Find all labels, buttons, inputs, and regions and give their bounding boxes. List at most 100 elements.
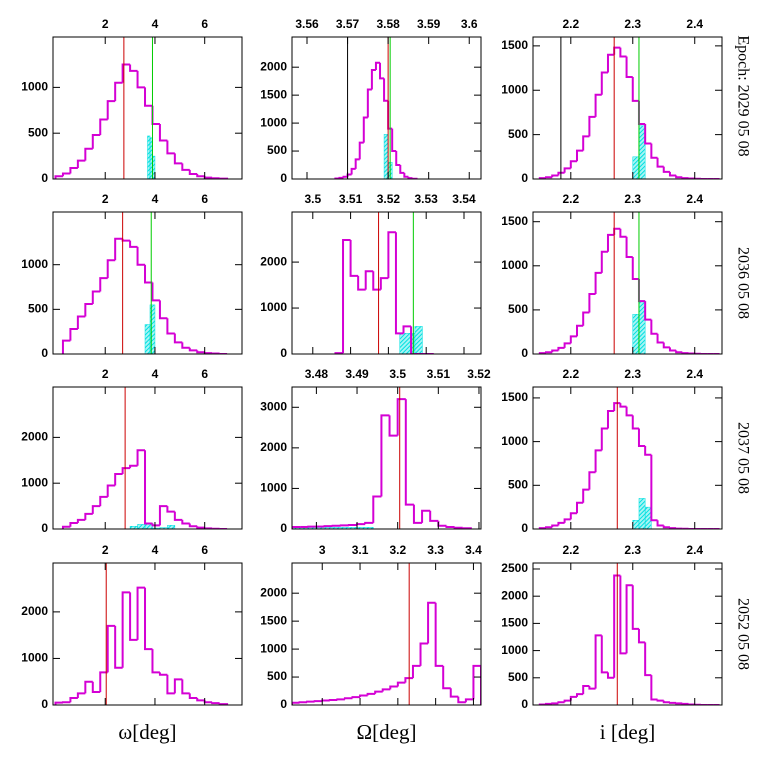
histogram-bin: [575, 693, 584, 697]
histogram-bin: [54, 175, 63, 179]
plot-frame: [291, 211, 482, 355]
histogram-bin: [668, 171, 677, 177]
plot-area: [538, 563, 720, 705]
y-tick-label: 1500: [260, 613, 287, 627]
histogram-bin: [298, 701, 308, 704]
histogram-bin: [402, 325, 412, 334]
overlay-bar: [383, 134, 389, 179]
x-tick-label: 3.52: [467, 367, 491, 381]
plot-frame: [52, 386, 243, 530]
histogram-bin: [151, 523, 160, 527]
histogram-bin: [358, 141, 364, 160]
x-tick-label: 2.2: [562, 192, 579, 206]
y-tick-label: 2000: [260, 440, 287, 454]
x-tick-label: 2: [102, 543, 109, 557]
overlay-bar: [399, 333, 416, 354]
histogram-bin: [582, 135, 590, 151]
histogram-bin: [374, 690, 383, 694]
y-tick-label: 2000: [260, 585, 287, 599]
plot-area: [538, 37, 720, 179]
histogram-bin: [158, 300, 168, 320]
histogram-bin: [181, 342, 190, 349]
y-tick-label: 500: [508, 477, 528, 491]
histogram-bin: [106, 484, 116, 497]
histogram-bin: [121, 467, 131, 475]
histogram-bin: [600, 71, 608, 95]
y-tick-label: 500: [508, 670, 528, 684]
histogram-bin: [551, 524, 559, 528]
histogram-bin: [188, 693, 198, 700]
histogram-bin: [421, 509, 431, 523]
histogram-bin: [84, 302, 93, 317]
histogram-bin: [188, 169, 198, 175]
histogram-bin: [557, 701, 565, 704]
histogram-bin: [372, 271, 381, 291]
histogram-bin: [136, 586, 146, 640]
histogram-bin: [144, 450, 153, 525]
histogram-bin: [173, 511, 183, 521]
x-tick-label: 2.3: [624, 17, 641, 31]
x-tick-label: 4: [152, 192, 159, 206]
histogram-bin: [656, 157, 664, 168]
histogram-bin: [69, 697, 78, 703]
histogram-bin: [464, 698, 474, 703]
histogram-bin: [336, 698, 345, 701]
y-tick-label: 1000: [21, 651, 48, 665]
y-tick-label: 0: [521, 346, 528, 360]
x-tick-label: 4: [152, 543, 159, 557]
histogram-bin: [668, 701, 677, 704]
histogram-bin: [144, 264, 153, 284]
plot-area: [538, 212, 720, 354]
histogram-bin: [151, 282, 160, 302]
x-tick-label: 3.56: [295, 17, 319, 31]
histogram-bin: [292, 701, 300, 705]
histogram-bin: [656, 520, 664, 527]
plot-frame: [291, 562, 482, 706]
y-tick-label: 500: [508, 127, 528, 141]
histogram-bin: [575, 501, 584, 514]
x-axis-label: ω[deg]: [118, 720, 176, 744]
histogram-bin: [351, 696, 361, 699]
histogram-bin: [662, 166, 670, 173]
histogram-bin: [588, 115, 596, 137]
histogram-bin: [99, 671, 108, 692]
y-tick-label: 1000: [501, 643, 528, 657]
histogram-bin: [472, 664, 481, 705]
histogram-bin: [61, 525, 71, 529]
x-tick-label: 2.3: [624, 192, 641, 206]
histogram-bin: [166, 674, 175, 695]
histogram-bin: [563, 167, 571, 173]
histogram-bin: [106, 100, 116, 120]
x-tick-label: 2.4: [686, 17, 703, 31]
plot-area: [334, 37, 418, 179]
x-tick-label: 3.58: [376, 17, 400, 31]
x-tick-label: 2.2: [562, 17, 579, 31]
histogram-bin: [91, 681, 101, 693]
x-tick-label: 3.1: [352, 543, 369, 557]
histogram-bin: [106, 624, 116, 673]
x-tick-label: 3.5: [389, 367, 406, 381]
histogram-bin: [687, 703, 695, 705]
histogram-bin: [637, 279, 646, 303]
histogram-bin: [453, 526, 463, 529]
x-tick-label: 2: [102, 367, 109, 381]
histogram-bin: [372, 495, 382, 523]
plot-frame: [291, 36, 482, 180]
histogram-bin: [410, 326, 419, 354]
plot-area: [61, 387, 228, 529]
histogram-bin: [383, 78, 389, 102]
histogram-bin: [650, 143, 658, 159]
x-tick-label: 3.59: [417, 17, 441, 31]
histogram-bin: [313, 700, 323, 703]
histogram-bin: [69, 167, 78, 174]
y-tick-label: 2000: [260, 254, 287, 268]
y-tick-label: 2000: [501, 588, 528, 602]
histogram-bin: [151, 649, 160, 674]
histogram-bin: [292, 525, 301, 529]
row-label: 2036 05 08: [734, 247, 751, 319]
histogram-bin: [343, 697, 353, 700]
plot-area: [334, 212, 434, 354]
histogram-bin: [442, 665, 451, 690]
histogram-bin: [681, 702, 689, 705]
x-tick-label: 6: [201, 17, 208, 31]
